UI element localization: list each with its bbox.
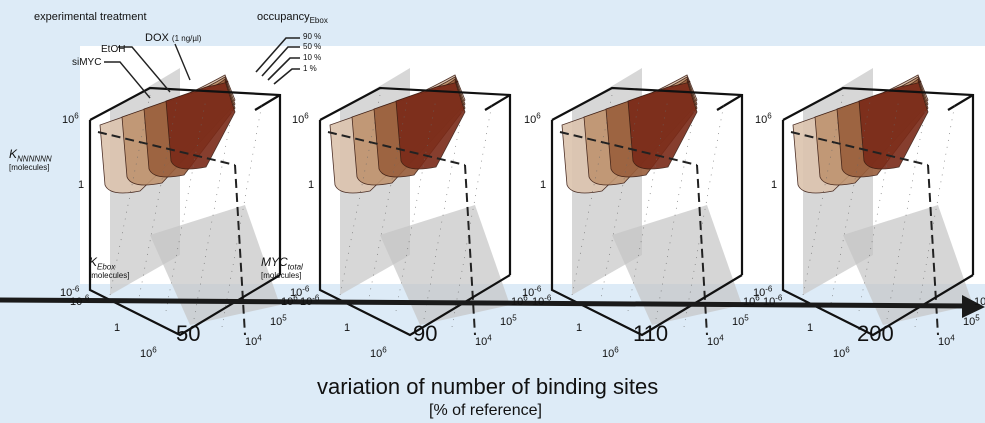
occupancy-label: occupancyEbox bbox=[257, 11, 328, 26]
grid-dot-line bbox=[165, 98, 207, 312]
z-tick-mid: 1 bbox=[308, 179, 315, 191]
cube-panel-1 bbox=[88, 68, 282, 337]
panel-label-50: 50 bbox=[176, 321, 201, 346]
cube-inner-edge bbox=[716, 94, 743, 111]
cube-inner-edge bbox=[254, 94, 281, 111]
kebox-axis-unit: [molecules] bbox=[89, 271, 130, 280]
occ-leader-10 bbox=[267, 57, 300, 81]
myc-tick-mid: 105 bbox=[270, 313, 287, 328]
myc-tick-high: 106 bbox=[511, 293, 528, 308]
panel-label-90: 90 bbox=[413, 321, 438, 346]
myc-tick-mid: 105 bbox=[500, 313, 517, 328]
axis-title: variation of number of binding sites bbox=[317, 374, 659, 399]
cube-front-edge bbox=[88, 120, 281, 337]
grid-dot-line bbox=[395, 98, 437, 312]
z-tick-bottom: 10-6 bbox=[753, 284, 773, 299]
grid-dot-line bbox=[858, 98, 900, 312]
leader-dox bbox=[174, 43, 191, 81]
etoh-label: EtOH bbox=[101, 44, 126, 55]
myc-tick-low: 104 bbox=[938, 333, 955, 348]
dashed-line bbox=[97, 131, 236, 166]
occ-1: 1 % bbox=[303, 64, 317, 73]
occ-90: 90 % bbox=[303, 32, 322, 41]
dashed-line-vertical bbox=[464, 164, 476, 336]
leader-etoh bbox=[118, 46, 171, 93]
dashed-line bbox=[790, 131, 929, 166]
z-axis-title: KNNNNNN bbox=[9, 147, 52, 164]
cube-top-edge bbox=[89, 86, 282, 275]
cube-panel-4 bbox=[781, 68, 975, 337]
kebox-tick-high: 106 bbox=[140, 345, 157, 360]
grid-dot-line bbox=[451, 102, 493, 328]
kebox-tick-low: 10-6 bbox=[763, 293, 783, 308]
z-tick-mid: 1 bbox=[771, 179, 778, 191]
myc-tick-low: 104 bbox=[245, 333, 262, 348]
cube-top-edge bbox=[551, 86, 744, 275]
z-tick-top: 106 bbox=[524, 111, 541, 126]
kebox-tick-low: 10-6 bbox=[532, 293, 552, 308]
panel-label-200: 200 bbox=[857, 321, 894, 346]
z-tick-mid: 1 bbox=[78, 179, 85, 191]
myc-tick-low: 104 bbox=[475, 333, 492, 348]
z-tick-top: 106 bbox=[292, 111, 309, 126]
leader-simyc bbox=[104, 61, 151, 99]
treatment-label: experimental treatment bbox=[34, 11, 147, 23]
grid-dot-line bbox=[683, 102, 725, 328]
cube-panel-3 bbox=[550, 68, 744, 337]
occupancy-surface-4 bbox=[858, 80, 929, 170]
myc-axis-title: MYCtotal bbox=[261, 255, 303, 272]
myc-tick-high: 106 bbox=[974, 296, 985, 308]
occ-10: 10 % bbox=[303, 53, 322, 62]
kebox-tick-high: 106 bbox=[370, 345, 387, 360]
kebox-tick-low: 10-6 bbox=[70, 293, 90, 308]
kebox-tick-mid: 1 bbox=[114, 322, 121, 334]
dashed-line bbox=[327, 131, 466, 166]
z-tick-bottom: 10-6 bbox=[60, 284, 80, 299]
myc-axis-unit: [molecules] bbox=[261, 271, 302, 280]
kebox-tick-mid: 1 bbox=[576, 322, 583, 334]
grid-dot-line bbox=[914, 102, 956, 328]
myc-tick-high: 106 bbox=[281, 293, 298, 308]
simyc-label: siMYC bbox=[72, 57, 102, 68]
kebox-tick-high: 106 bbox=[833, 345, 850, 360]
kebox-tick-mid: 1 bbox=[807, 322, 814, 334]
z-tick-top: 106 bbox=[755, 111, 772, 126]
occupancy-surface-4 bbox=[165, 80, 236, 170]
dox-label: DOX (1 ng/µl) bbox=[145, 32, 202, 44]
kebox-tick-high: 106 bbox=[602, 345, 619, 360]
axis-arrow-line bbox=[0, 297, 969, 309]
occ-leader-90 bbox=[255, 37, 300, 73]
grid-dot-line bbox=[221, 102, 263, 328]
z-axis-unit: [molecules] bbox=[9, 163, 50, 172]
cube-top-edge bbox=[782, 86, 975, 275]
kebox-tick-mid: 1 bbox=[344, 322, 351, 334]
myc-tick-high: 106 bbox=[743, 293, 760, 308]
myc-tick-mid: 105 bbox=[732, 313, 749, 328]
occ-leader-1 bbox=[273, 68, 300, 85]
myc-tick-mid: 105 bbox=[963, 313, 980, 328]
dashed-line bbox=[559, 131, 698, 166]
myc-tick-low: 104 bbox=[707, 333, 724, 348]
kebox-tick-low: 10-6 bbox=[300, 293, 320, 308]
occupancy-surface-4 bbox=[627, 80, 698, 170]
z-tick-top: 106 bbox=[62, 111, 79, 126]
cube-inner-edge bbox=[947, 94, 974, 111]
cube-inner-edge bbox=[484, 94, 511, 111]
z-tick-bottom: 10-6 bbox=[290, 284, 310, 299]
kebox-axis-title: KEbox bbox=[89, 255, 116, 272]
occ-50: 50 % bbox=[303, 42, 322, 51]
z-tick-mid: 1 bbox=[540, 179, 547, 191]
z-tick-bottom: 10-6 bbox=[522, 284, 542, 299]
grid-dot-line bbox=[627, 98, 669, 312]
cube-panel-2 bbox=[318, 68, 512, 337]
axis-arrow-head bbox=[962, 295, 985, 318]
occ-leader-50 bbox=[261, 46, 300, 77]
occupancy-surface-4 bbox=[395, 80, 466, 170]
axis-unit: [% of reference] bbox=[429, 402, 542, 419]
cube-top-edge bbox=[319, 86, 512, 275]
panel-label-110: 110 bbox=[633, 321, 669, 346]
dashed-line-vertical bbox=[234, 164, 246, 336]
